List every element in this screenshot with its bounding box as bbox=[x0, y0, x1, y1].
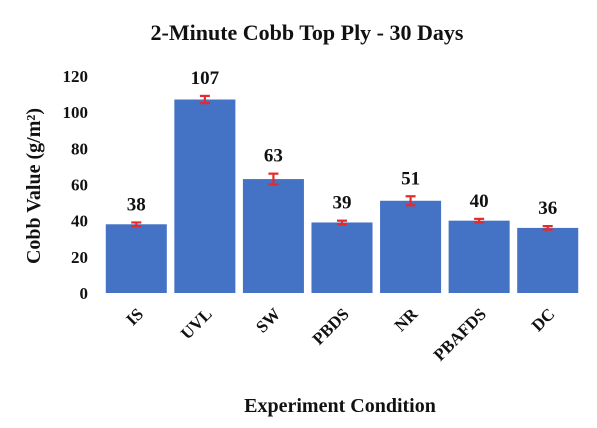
x-axis-title: Experiment Condition bbox=[244, 395, 436, 417]
data-label: 63 bbox=[264, 146, 283, 167]
y-tick-label: 80 bbox=[71, 139, 88, 158]
error-bar bbox=[542, 224, 553, 231]
data-label: 38 bbox=[127, 194, 146, 215]
y-tick-label: 40 bbox=[71, 212, 88, 231]
data-label: 36 bbox=[538, 198, 557, 219]
category-label: PBAFDS bbox=[430, 304, 490, 364]
error-bar bbox=[337, 219, 347, 226]
data-label: 107 bbox=[191, 68, 220, 89]
y-axis-title: Cobb Value (g/m²) bbox=[23, 108, 45, 264]
y-tick-label: 100 bbox=[63, 103, 89, 122]
bar bbox=[174, 99, 236, 293]
category-label: NR bbox=[391, 304, 422, 335]
y-tick-label: 20 bbox=[71, 248, 88, 267]
error-bar bbox=[405, 195, 416, 207]
category-label: PBDS bbox=[309, 304, 353, 348]
error-bar bbox=[131, 221, 142, 228]
bar bbox=[517, 227, 579, 293]
error-bar bbox=[474, 217, 485, 224]
category-label: SW bbox=[252, 304, 284, 336]
bars bbox=[105, 99, 579, 293]
data-label: 39 bbox=[333, 193, 352, 214]
data-label: 51 bbox=[401, 168, 420, 189]
category-label: UVL bbox=[177, 304, 216, 343]
y-tick-label: 0 bbox=[80, 284, 89, 303]
x-axis: IS UVL SW PBDS NR PBAFDS DC bbox=[122, 304, 558, 365]
bar bbox=[105, 224, 167, 293]
bar bbox=[311, 222, 373, 293]
y-tick-label: 120 bbox=[63, 67, 89, 86]
category-label: IS bbox=[122, 304, 147, 329]
error-bar bbox=[268, 172, 279, 186]
data-labels: 38 107 63 39 51 40 36 bbox=[127, 68, 557, 219]
y-axis: 0 20 40 60 80 100 120 bbox=[63, 67, 89, 303]
category-label: DC bbox=[528, 304, 559, 335]
error-bar bbox=[199, 94, 210, 105]
y-tick-label: 60 bbox=[71, 176, 88, 195]
bar bbox=[380, 200, 442, 293]
data-label: 40 bbox=[470, 191, 489, 212]
chart-title: 2-Minute Cobb Top Ply - 30 Days bbox=[151, 20, 464, 45]
error-bars bbox=[131, 94, 553, 231]
bar bbox=[448, 220, 510, 293]
bar bbox=[242, 179, 304, 293]
